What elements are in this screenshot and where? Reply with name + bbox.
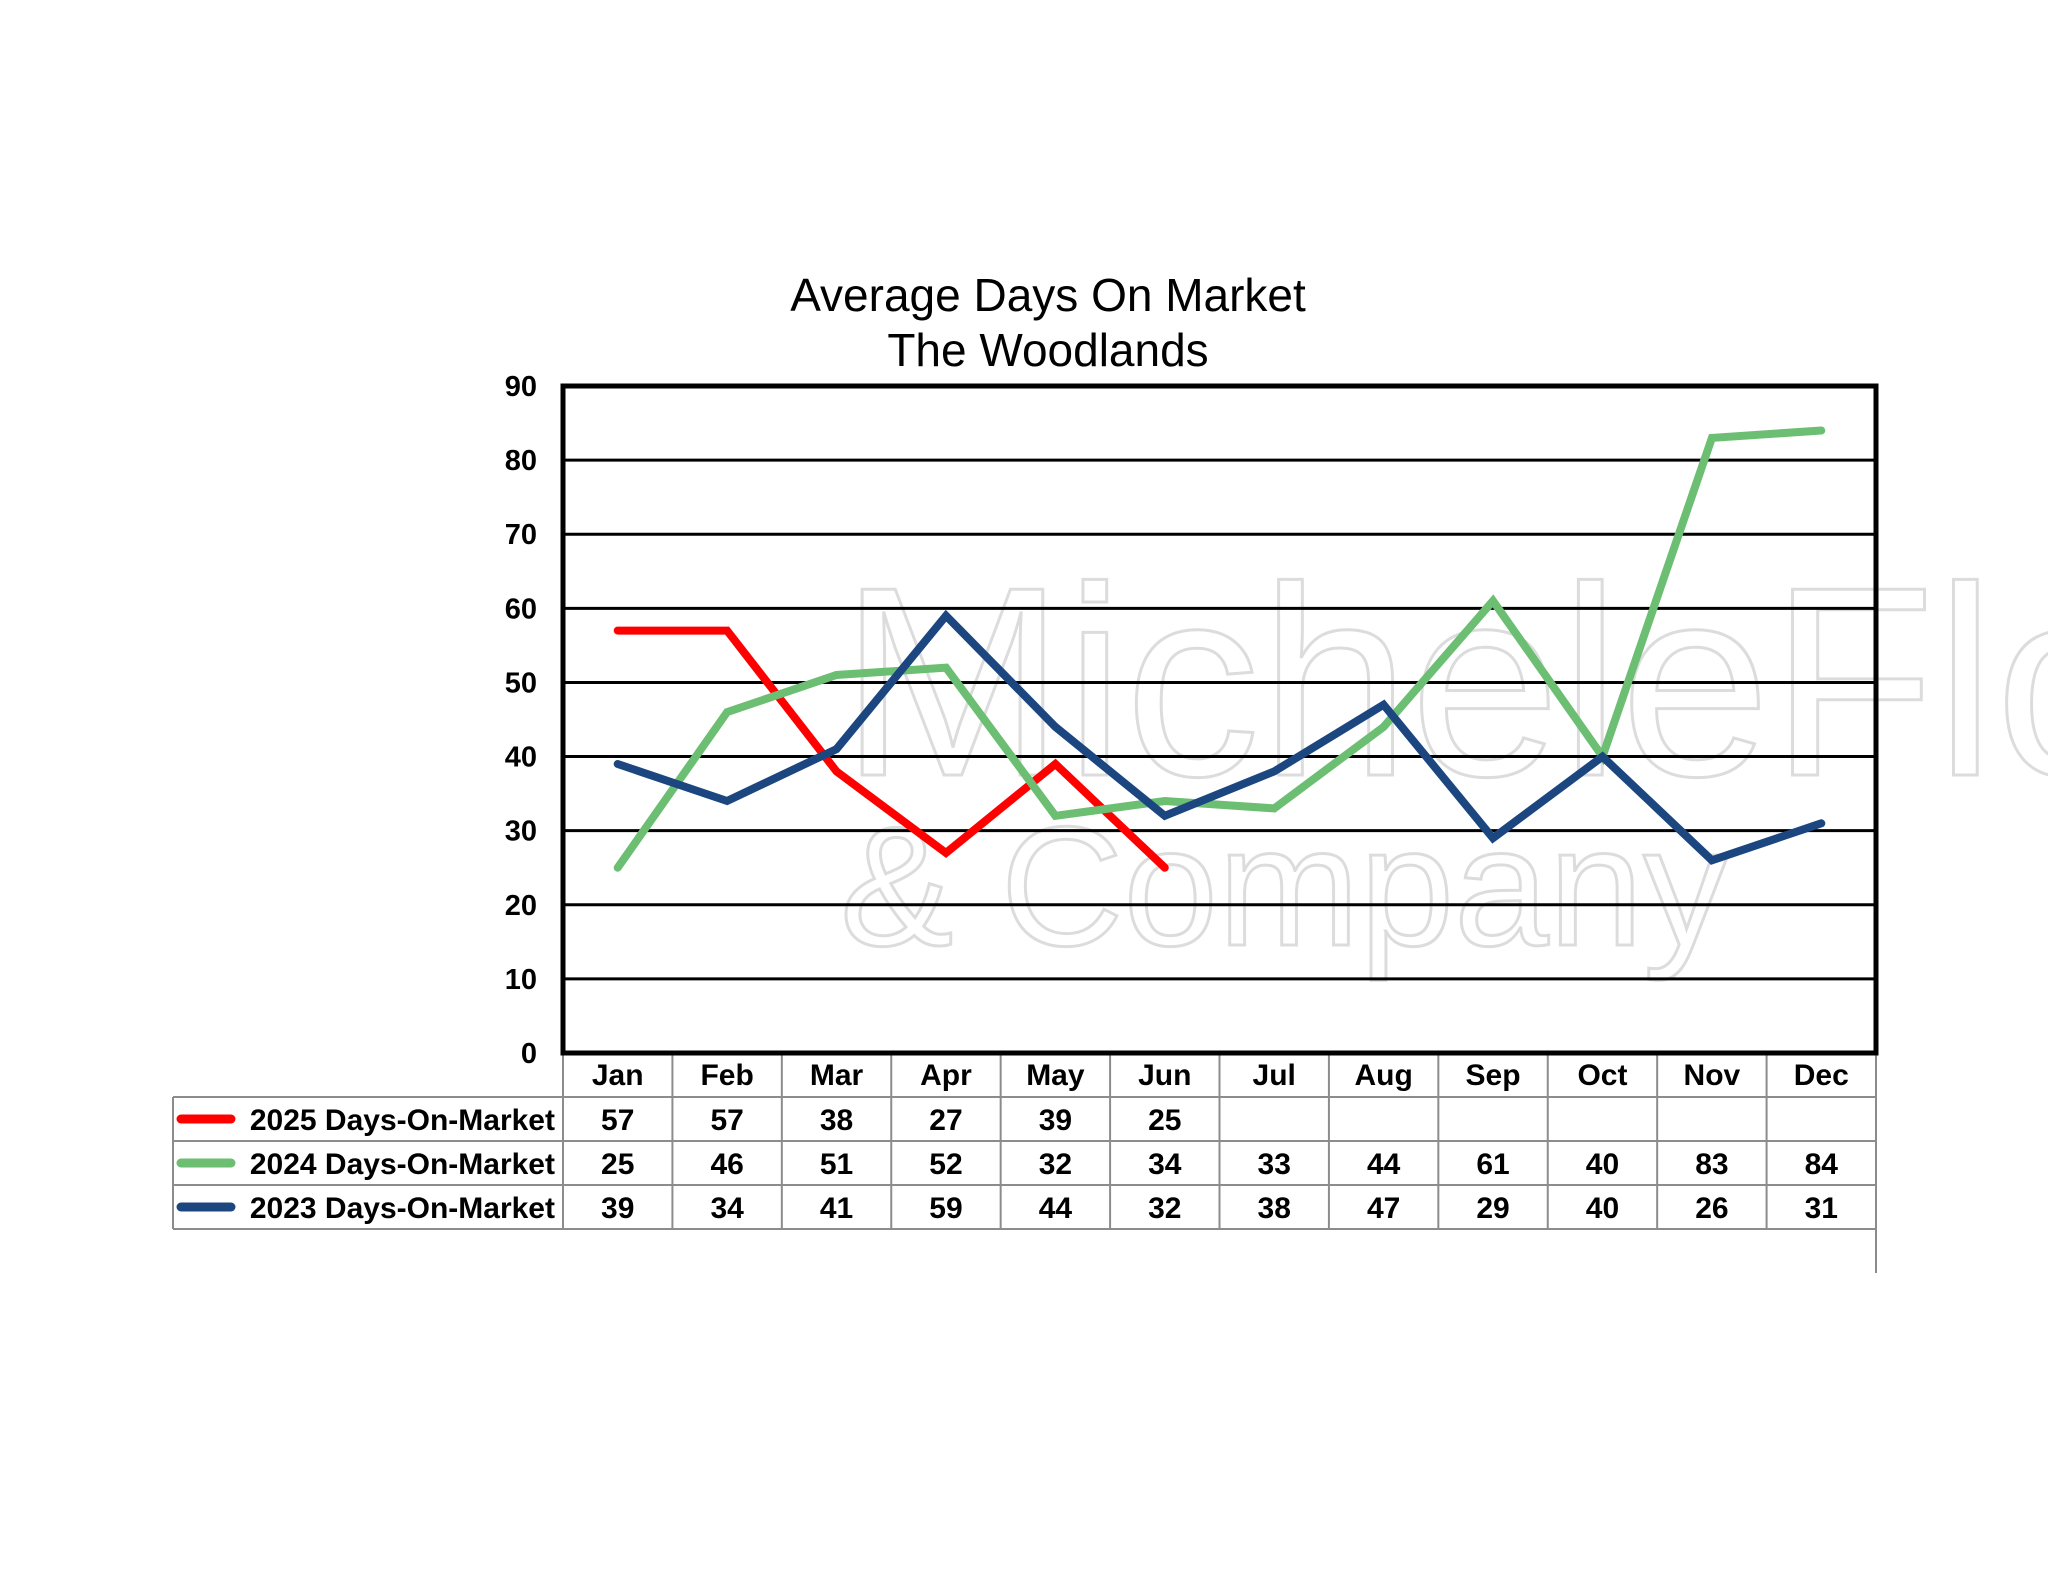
watermark-line2: & Company	[840, 792, 1728, 982]
data-label: 44	[1039, 1192, 1073, 1225]
legend-label: 2024 Days-On-Market	[250, 1148, 555, 1181]
y-tick-label: 30	[505, 816, 537, 848]
y-tick-label: 70	[505, 519, 537, 551]
x-category-label: Oct	[1577, 1059, 1627, 1092]
data-label: 32	[1148, 1192, 1181, 1225]
data-label: 47	[1367, 1192, 1400, 1225]
data-label: 57	[710, 1104, 743, 1137]
x-category-label: Dec	[1794, 1059, 1849, 1092]
data-label: 40	[1586, 1148, 1619, 1181]
x-category-label: Apr	[920, 1059, 972, 1092]
data-label: 52	[929, 1148, 962, 1181]
y-tick-label: 0	[521, 1038, 537, 1070]
x-category-label: Jun	[1138, 1059, 1191, 1092]
series-line	[613, 609, 1826, 865]
data-label: 59	[929, 1192, 962, 1225]
x-category-label: Nov	[1684, 1059, 1741, 1092]
y-tick-label: 20	[505, 890, 537, 922]
legend-label: 2023 Days-On-Market	[250, 1192, 555, 1225]
x-category-label: Jul	[1253, 1059, 1296, 1092]
data-label: 84	[1805, 1148, 1839, 1181]
data-label: 46	[710, 1148, 743, 1181]
plot-frame	[560, 383, 1879, 1056]
chart-subtitle: The Woodlands	[887, 324, 1208, 376]
data-label: 33	[1258, 1148, 1291, 1181]
data-label: 29	[1476, 1192, 1509, 1225]
data-label: 57	[601, 1104, 634, 1137]
data-label: 31	[1805, 1192, 1838, 1225]
y-tick-label: 80	[505, 445, 537, 477]
data-label: 41	[820, 1192, 853, 1225]
data-label: 32	[1039, 1148, 1072, 1181]
series-line	[613, 426, 1826, 872]
x-category-label: Aug	[1354, 1059, 1412, 1092]
plot-series	[613, 426, 1826, 872]
x-category-label: Jan	[592, 1059, 644, 1092]
plot-area-border	[560, 383, 1879, 1056]
y-tick-label: 50	[505, 667, 537, 699]
data-label: 27	[929, 1104, 962, 1137]
data-label: 40	[1586, 1192, 1619, 1225]
data-label: 38	[1258, 1192, 1291, 1225]
y-tick-label: 40	[505, 742, 537, 774]
y-axis-ticks: 0 10 20 30 40 50 60 70 80 90	[505, 371, 537, 1070]
data-label: 39	[601, 1192, 634, 1225]
y-tick-label: 60	[505, 593, 537, 625]
x-category-label: Mar	[810, 1059, 864, 1092]
data-label: 26	[1695, 1192, 1728, 1225]
x-category-label: May	[1026, 1059, 1085, 1092]
data-label: 38	[820, 1104, 853, 1137]
data-label: 51	[820, 1148, 853, 1181]
data-label: 44	[1367, 1148, 1401, 1181]
data-label: 34	[1148, 1148, 1182, 1181]
data-label: 83	[1695, 1148, 1728, 1181]
data-label: 39	[1039, 1104, 1072, 1137]
data-label: 25	[1148, 1104, 1181, 1137]
data-label: 25	[601, 1148, 634, 1181]
data-label: 61	[1476, 1148, 1509, 1181]
x-category-label: Feb	[700, 1059, 753, 1092]
chart-title: Average Days On Market	[790, 269, 1306, 321]
x-category-label: Sep	[1466, 1059, 1521, 1092]
data-table: Jan Feb Mar Apr May Jun Jul Aug Sep Oct Nov Dec 2025…	[172, 1053, 1877, 1273]
gridlines	[563, 458, 1876, 981]
series-line	[613, 626, 1169, 872]
data-label: 34	[710, 1192, 744, 1225]
y-tick-label: 10	[505, 964, 537, 996]
legend-label: 2025 Days-On-Market	[250, 1104, 555, 1137]
y-tick-label: 90	[505, 371, 537, 403]
